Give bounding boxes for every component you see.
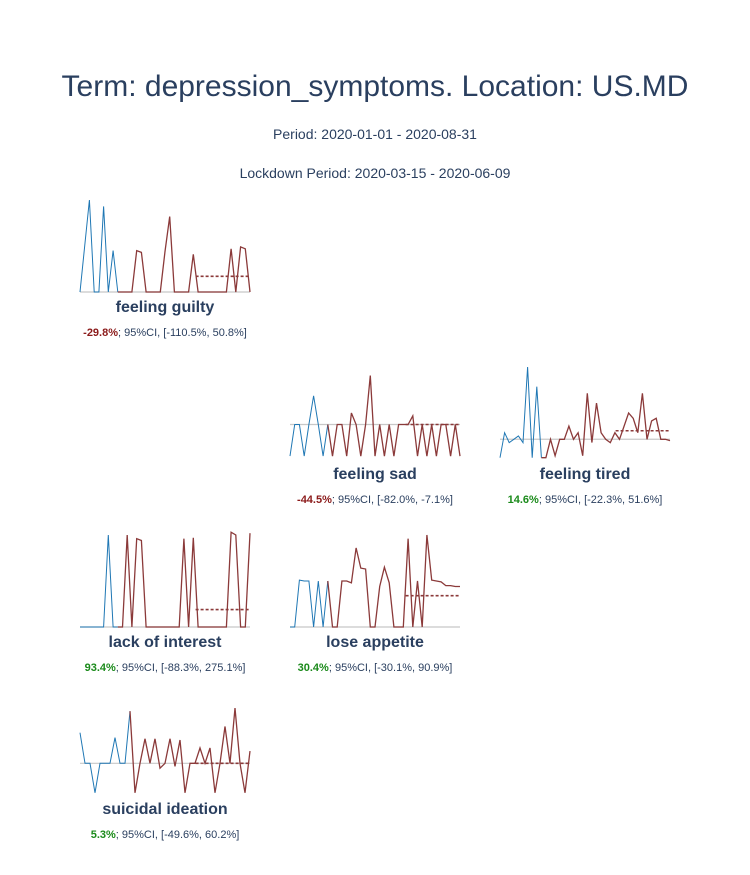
chart-feeling-tired: [499, 366, 671, 459]
pre-period-series: [80, 534, 118, 628]
post-period-series: [327, 534, 460, 628]
panel-title: feeling sad: [333, 466, 417, 483]
panel-title: suicidal ideation: [102, 801, 228, 818]
panel-title: feeling guilty: [115, 299, 215, 316]
chart-lack-of-interest: [80, 531, 251, 628]
percent-change: -44.5%: [297, 494, 332, 506]
post-period-series: [541, 393, 671, 459]
percent-change: 5.3%: [90, 829, 116, 841]
pre-period-series: [499, 366, 542, 458]
pre-period-series: [79, 199, 119, 293]
panel-feeling-guilty: feeling guilty -29.8%; 95%CI, [-110.5%, …: [79, 198, 270, 358]
percent-change: 14.6%: [507, 494, 539, 506]
confidence-interval: ; 95%CI, [-49.6%, 60.2%]: [115, 829, 240, 841]
confidence-interval: ; 95%CI, [-88.3%, 275.1%]: [115, 662, 246, 674]
percent-change: 30.4%: [297, 662, 329, 674]
post-period-series: [327, 375, 461, 457]
panel-stats: 5.3%; 95%CI, [-49.6%, 60.2%]: [70, 829, 260, 841]
period-subtitle: Period: 2020-01-01 - 2020-08-31: [273, 126, 477, 142]
panel-lose-appetite: lose appetite 30.4%; 95%CI, [-30.1%, 90.…: [290, 533, 480, 693]
panel-stats: -44.5%; 95%CI, [-82.0%, -7.1%]: [280, 494, 470, 506]
confidence-interval: ; 95%CI, [-30.1%, 90.9%]: [328, 662, 453, 674]
panel-title: feeling tired: [539, 466, 631, 483]
panel-lack-of-interest: lack of interest 93.4%; 95%CI, [-88.3%, …: [80, 531, 270, 693]
panel-stats: 14.6%; 95%CI, [-22.3%, 51.6%]: [490, 494, 680, 506]
page-title: Term: depression_symptoms. Location: US.…: [61, 70, 689, 103]
post-period-series: [129, 708, 251, 793]
panel-feeling-tired: feeling tired 14.6%; 95%CI, [-22.3%, 51.…: [499, 365, 690, 525]
confidence-interval: ; 95%CI, [-110.5%, 50.8%]: [118, 327, 247, 339]
panel-stats: -29.8%; 95%CI, [-110.5%, 50.8%]: [70, 327, 260, 339]
panel-feeling-sad: feeling sad -44.5%; 95%CI, [-82.0%, -7.1…: [289, 365, 480, 525]
panel-stats: 30.4%; 95%CI, [-30.1%, 90.9%]: [280, 662, 470, 674]
chart-suicidal-ideation: [79, 708, 251, 793]
pre-period-series: [289, 395, 329, 457]
panel-title: lose appetite: [326, 634, 424, 651]
chart-lose-appetite: [290, 534, 460, 628]
lockdown-subtitle: Lockdown Period: 2020-03-15 - 2020-06-09: [239, 165, 511, 181]
confidence-interval: ; 95%CI, [-22.3%, 51.6%]: [538, 494, 663, 506]
chart-feeling-guilty: [79, 199, 251, 293]
pre-period-series: [79, 711, 131, 793]
percent-change: -29.8%: [83, 327, 119, 339]
post-period-series: [117, 531, 251, 628]
confidence-interval: ; 95%CI, [-82.0%, -7.1%]: [331, 494, 453, 506]
chart-feeling-sad: [289, 375, 461, 457]
percent-change: 93.4%: [84, 662, 116, 674]
panel-stats: 93.4%; 95%CI, [-88.3%, 275.1%]: [70, 662, 260, 674]
pre-period-series: [290, 579, 329, 628]
post-period-series: [117, 216, 251, 293]
panel-suicidal-ideation: suicidal ideation 5.3%; 95%CI, [-49.6%, …: [79, 700, 270, 860]
panel-title: lack of interest: [108, 634, 222, 651]
